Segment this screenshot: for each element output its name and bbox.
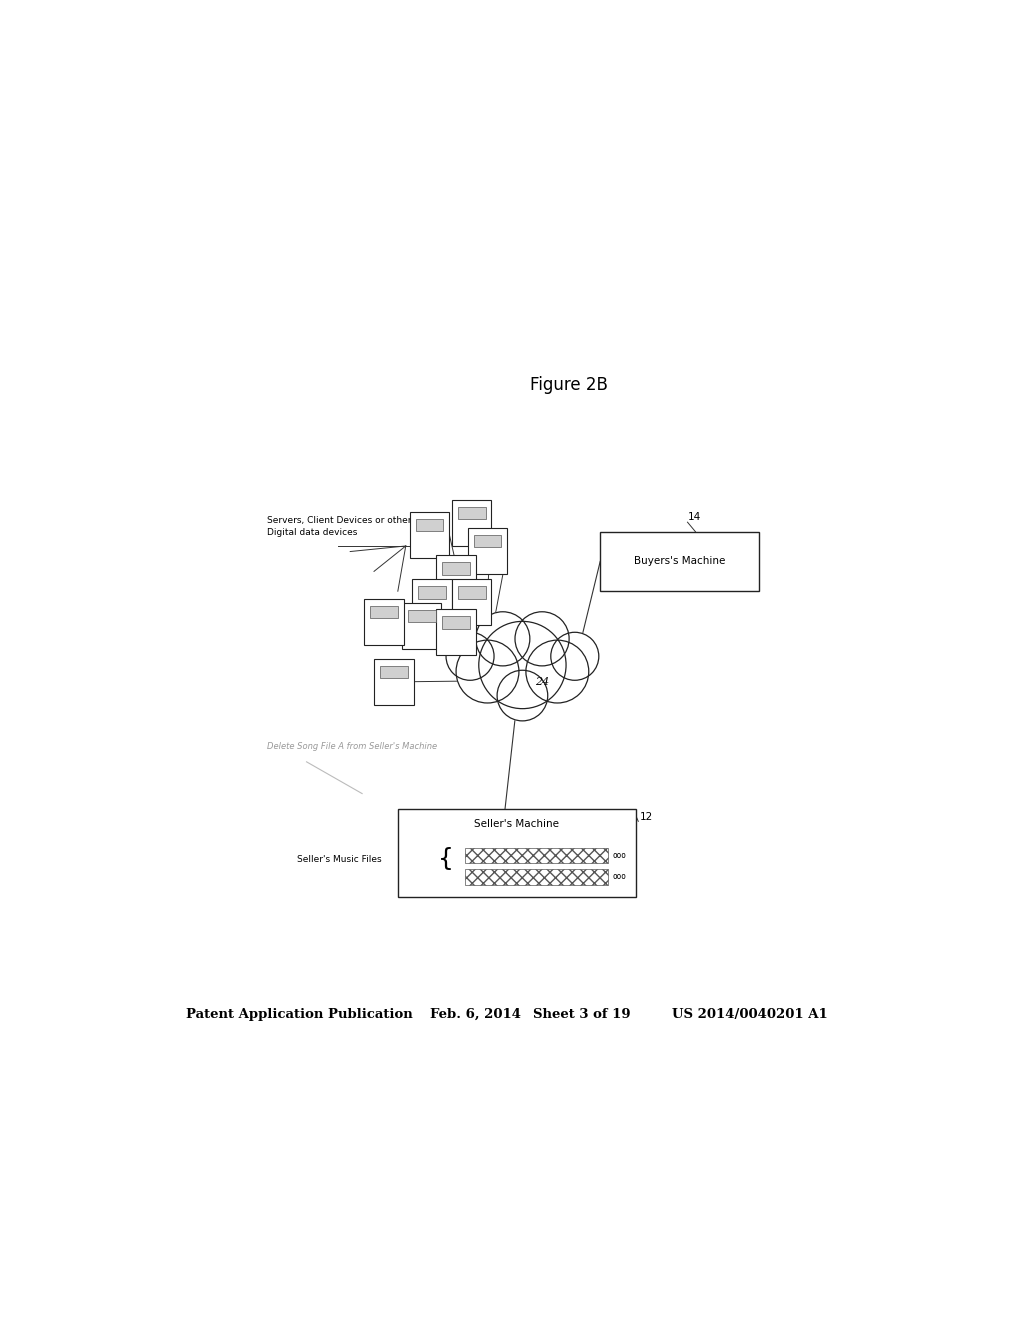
Bar — [452, 500, 492, 546]
Text: Feb. 6, 2014: Feb. 6, 2014 — [430, 1007, 520, 1020]
Bar — [465, 869, 608, 884]
Bar — [442, 562, 470, 574]
Bar — [374, 659, 414, 705]
Bar — [436, 610, 475, 656]
Bar — [465, 847, 608, 863]
Text: 24: 24 — [536, 677, 550, 688]
Circle shape — [526, 640, 589, 704]
Circle shape — [497, 671, 548, 721]
Bar — [412, 579, 452, 626]
Text: US 2014/0040201 A1: US 2014/0040201 A1 — [672, 1007, 827, 1020]
Bar — [408, 610, 435, 623]
Circle shape — [515, 611, 569, 665]
Text: Patent Application Publication: Patent Application Publication — [186, 1007, 413, 1020]
Circle shape — [456, 640, 519, 704]
Circle shape — [446, 632, 494, 680]
Circle shape — [551, 632, 599, 680]
Bar — [468, 528, 507, 574]
Text: Figure 2B: Figure 2B — [529, 376, 607, 393]
Text: Servers, Client Devices or other
Digital data devices: Servers, Client Devices or other Digital… — [267, 516, 412, 537]
Bar — [401, 603, 441, 649]
Bar — [397, 809, 636, 896]
Text: 12: 12 — [640, 812, 653, 822]
Text: Seller's Music Files: Seller's Music Files — [297, 855, 382, 865]
Bar — [380, 665, 408, 678]
Bar — [442, 616, 470, 628]
Circle shape — [476, 611, 529, 665]
Bar — [436, 556, 475, 602]
Bar — [458, 507, 485, 519]
Bar — [418, 586, 445, 599]
Bar — [416, 519, 443, 531]
Bar — [458, 586, 485, 599]
Bar — [371, 606, 398, 619]
Text: Seller's Machine: Seller's Machine — [474, 818, 559, 829]
Text: Sheet 3 of 19: Sheet 3 of 19 — [532, 1007, 631, 1020]
Text: Buyers's Machine: Buyers's Machine — [634, 557, 725, 566]
Text: Delete Song File A from Seller's Machine: Delete Song File A from Seller's Machine — [267, 742, 437, 751]
Bar — [474, 535, 502, 546]
Text: {: { — [437, 847, 454, 871]
Bar — [600, 532, 759, 591]
Bar — [452, 579, 492, 626]
Circle shape — [479, 622, 566, 709]
Text: ooo: ooo — [612, 851, 626, 859]
Bar — [365, 599, 404, 645]
Text: ooo: ooo — [612, 873, 626, 882]
Bar — [410, 512, 450, 558]
Text: 14: 14 — [687, 512, 700, 523]
